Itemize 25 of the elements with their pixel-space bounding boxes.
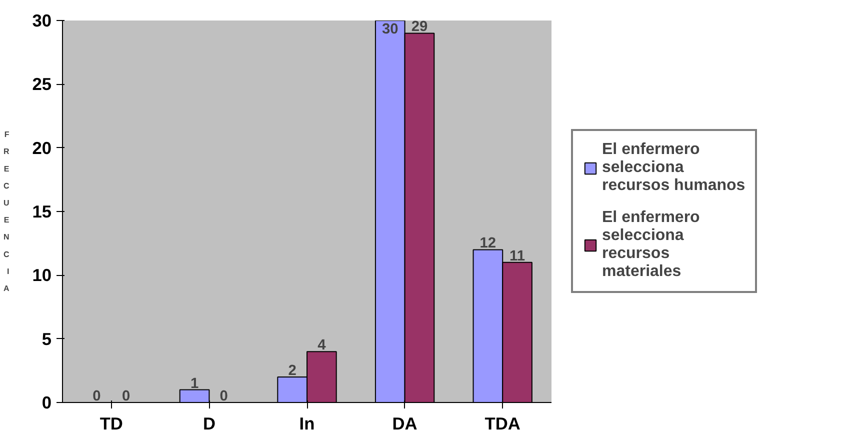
x-tick-label: In bbox=[299, 414, 315, 434]
data-label: 0 bbox=[220, 388, 228, 404]
data-label: 12 bbox=[480, 236, 496, 252]
data-label: 1 bbox=[190, 376, 199, 392]
legend-label: El enfermero selecciona recursos materiales bbox=[602, 209, 700, 281]
y-tick-label: 5 bbox=[42, 328, 52, 349]
text: FRECUENCIA bbox=[3, 130, 10, 293]
data-label: 0 bbox=[92, 388, 101, 404]
y-tick-label: 15 bbox=[32, 202, 52, 222]
legend-label: El enfermero selecciona recursos humanos bbox=[602, 141, 746, 195]
y-tick-label: 20 bbox=[32, 138, 52, 158]
data-label: 4 bbox=[318, 338, 327, 354]
y-tick-label: 10 bbox=[32, 265, 52, 286]
data-label: 30 bbox=[382, 22, 398, 38]
data-label: 29 bbox=[411, 19, 428, 36]
x-tick-label: TD bbox=[100, 414, 123, 434]
y-tick-label: 30 bbox=[32, 10, 52, 30]
data-label: 2 bbox=[288, 363, 296, 380]
data-label: 0 bbox=[122, 388, 130, 404]
x-tick-label: TDA bbox=[484, 414, 521, 434]
y-tick-label: 0 bbox=[42, 392, 52, 412]
x-tick-label: DA bbox=[392, 414, 418, 434]
x-tick-label: D bbox=[202, 414, 216, 434]
data-label: 11 bbox=[510, 248, 526, 264]
y-tick-label: 25 bbox=[32, 74, 52, 94]
